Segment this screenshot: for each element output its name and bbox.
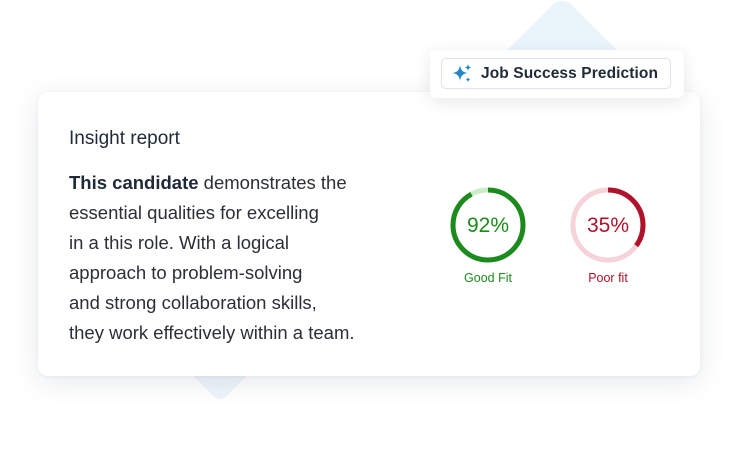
report-line-3: in a this role. With a logical: [69, 232, 290, 253]
report-line-5: and strong collaboration skills,: [69, 292, 317, 313]
good-fit-ring: 92%: [450, 187, 526, 263]
report-line-4: approach to problem-solving: [69, 262, 303, 283]
report-line-2: essential qualities for excelling: [69, 202, 319, 223]
poor-fit-ring: 35%: [570, 187, 646, 263]
report-heading: Insight report: [69, 128, 180, 149]
report-line-1: This candidate demonstrates the: [69, 168, 414, 198]
report-line-1-text: demonstrates the: [198, 172, 347, 193]
sparkle-icon: [451, 63, 473, 85]
insight-card: [38, 92, 700, 376]
good-fit-metric: 92% Good Fit: [438, 185, 538, 285]
report-body: This candidate demonstrates the essentia…: [69, 168, 414, 348]
job-success-badge-container: Job Success Prediction: [430, 50, 684, 98]
poor-fit-ring-progress: [570, 187, 646, 263]
good-fit-label: Good Fit: [464, 271, 512, 285]
badge-label: Job Success Prediction: [481, 64, 659, 82]
good-fit-value: 92%: [467, 214, 509, 237]
report-line-6: they work effectively within a team.: [69, 322, 355, 343]
poor-fit-label: Poor fit: [588, 271, 628, 285]
good-fit-ring-progress: [450, 187, 526, 263]
report-lead: This candidate: [69, 172, 199, 193]
poor-fit-value: 35%: [587, 214, 629, 237]
poor-fit-metric: 35% Poor fit: [558, 185, 658, 285]
job-success-badge[interactable]: Job Success Prediction: [441, 58, 671, 89]
